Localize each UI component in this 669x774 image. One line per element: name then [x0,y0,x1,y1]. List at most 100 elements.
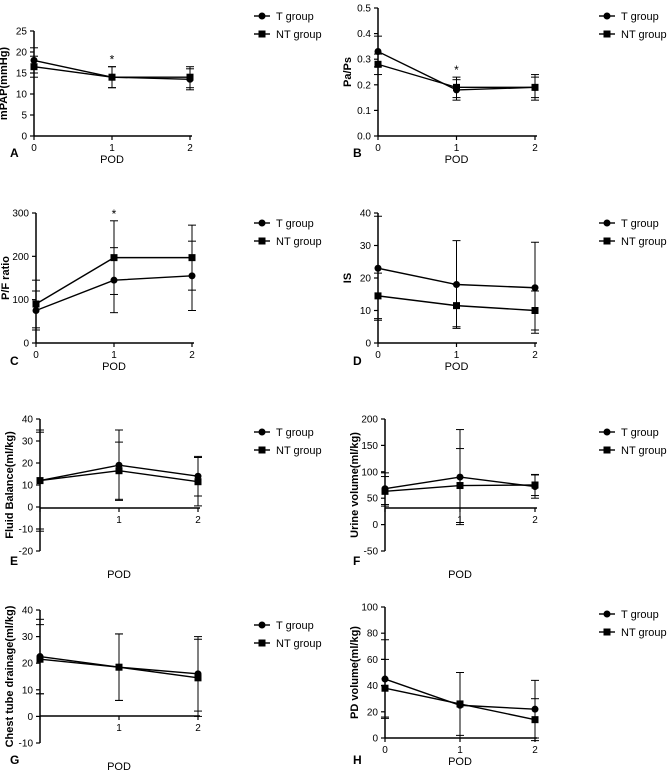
data-point [188,254,196,262]
legend-label-nt-group: NT group [276,236,322,248]
data-point [194,478,202,486]
legend-marker-t-group [258,12,266,20]
x-tick-label: 1 [454,143,460,154]
panel-label: A [10,146,19,160]
x-tick-label: 1 [116,723,122,734]
series-nt-group [381,658,539,742]
y-tick-label: 5 [21,111,27,122]
y-tick-label: 20 [360,274,372,285]
legend-marker-t-group [258,219,266,227]
y-tick-label: 30 [360,241,372,252]
x-tick-label: 2 [532,143,538,154]
data-point [374,60,382,68]
y-tick-label: 0 [21,132,27,143]
series-nt-group [374,272,539,331]
panel-label: B [353,146,362,160]
legend-label-t-group: T group [276,218,314,230]
y-axis-label: P/F ratio [0,256,12,300]
panel-D: 0 10 20 30 40 0 1 2 POD IS D T group NT group [342,209,667,374]
y-tick-label: 300 [12,209,29,220]
legend-marker-nt-group [258,639,266,647]
y-axis-label: IS [342,273,354,283]
legend-label-t-group: T group [276,427,314,439]
x-tick-label: 1 [111,350,117,361]
legend-label-t-group: T group [621,427,659,439]
x-axis-label: POD [100,154,124,166]
x-tick-label: 2 [532,350,538,361]
panel-E: -20 -10 0 10 20 30 40 1 2 POD Fluid Balance(ml/kg)… [4,415,322,582]
y-tick-label: 10 [22,481,34,492]
data-point [531,307,539,314]
y-axis-label: Urine volume(ml/kg) [349,432,361,538]
legend-marker-nt-group [258,30,266,38]
x-axis-label: POD [107,569,131,581]
legend-label-t-group: T group [276,11,314,23]
y-tick-label: 50 [367,494,379,505]
significance-marker: * [112,207,117,221]
panel-B: 0.0 0.1 0.2 0.3 0.4 0.5 0 1 2 POD Pa/Ps B * T group NT… [342,4,667,167]
y-tick-label: -50 [364,547,379,558]
y-tick-label: 0.0 [357,132,371,143]
data-point [453,302,460,310]
panel-label: H [353,753,362,767]
panel-G: -10 0 10 20 30 40 1 2 POD Chest tube drainage(ml/… [4,605,322,773]
panel-C: 0 100 200 300 0 1 2 POD P/F ratio C * T group NT gro… [0,207,322,373]
legend-marker-t-group [603,428,611,436]
y-tick-label: 0 [27,712,33,723]
y-axis-label: Fluid Balance(ml/kg) [4,431,16,539]
x-tick-label: 2 [187,143,193,154]
x-axis-label: POD [445,154,469,166]
y-tick-label: 20 [16,48,28,59]
y-tick-label: 100 [361,467,378,478]
series-nt-group [374,53,539,101]
data-point [36,477,44,485]
y-tick-label: -10 [19,525,34,536]
x-tick-label: 2 [189,350,195,361]
y-tick-label: 0 [23,339,29,350]
series-nt-group [32,220,196,329]
data-point [186,73,194,81]
y-tick-label: 40 [22,606,34,617]
legend-label-t-group: T group [621,609,659,621]
x-tick-label: 2 [532,745,538,756]
x-tick-label: 0 [375,143,381,154]
legend-marker-nt-group [258,237,266,245]
legend: T group NT group [254,620,322,650]
y-tick-label: 40 [360,209,372,220]
y-tick-label: 25 [16,27,28,38]
y-tick-label: 20 [22,459,34,470]
legend-marker-t-group [603,219,611,227]
panel-label: G [10,753,19,767]
data-point [531,716,539,724]
y-tick-label: 40 [367,681,379,692]
data-point [453,83,460,91]
panel-label: E [10,554,18,568]
y-axis-label: Chest tube drainage(ml/kg) [4,605,16,747]
x-axis-label: POD [445,361,469,373]
y-tick-label: 0.3 [357,55,371,66]
y-tick-label: 200 [12,252,29,263]
data-point [381,487,389,495]
legend: T group NT group [599,609,667,639]
panel-label: C [10,354,19,368]
y-tick-label: -20 [19,547,34,558]
y-tick-label: 15 [16,69,28,80]
data-point [110,254,118,262]
x-axis-label: POD [107,761,131,773]
legend-label-nt-group: NT group [621,236,667,248]
legend-label-nt-group: NT group [276,445,322,457]
y-tick-label: 0.2 [357,80,371,91]
significance-marker: * [110,53,115,67]
legend-label-t-group: T group [621,218,659,230]
legend: T group NT group [254,427,322,457]
x-axis-label: POD [448,756,472,768]
legend-label-t-group: T group [621,11,659,23]
y-tick-label: 40 [22,415,34,426]
data-point [456,482,464,490]
x-axis-label: POD [102,361,126,373]
legend-marker-t-group [258,621,266,629]
y-tick-label: 60 [367,655,379,666]
data-point [531,83,539,91]
y-tick-label: 150 [361,441,378,452]
